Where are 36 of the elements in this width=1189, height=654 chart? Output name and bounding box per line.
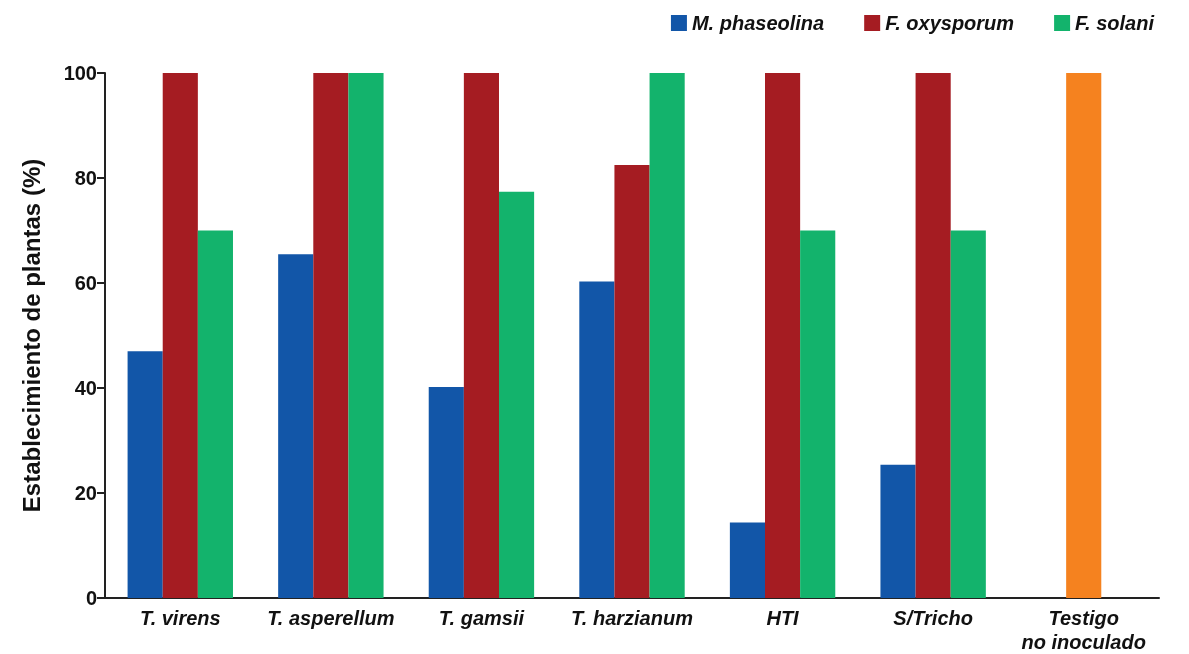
y-tick-label: 40 — [74, 377, 97, 399]
legend-label: M. phaseolina — [691, 12, 825, 34]
x-tick-label: HTI — [766, 607, 800, 629]
x-tick-label: Testigo no inoculado — [1021, 607, 1146, 653]
y-tick-label: 20 — [74, 482, 97, 504]
bar — [499, 191, 535, 598]
bar — [162, 73, 198, 598]
y-tick-label: 100 — [63, 62, 97, 84]
bar — [348, 73, 384, 598]
bar — [313, 73, 349, 598]
x-tick-label: T. gamsii — [438, 607, 525, 629]
bar — [1066, 73, 1102, 598]
bar — [278, 254, 314, 598]
legend-label: F. oxysporum — [885, 12, 1015, 34]
x-tick-label: T. virens — [139, 607, 221, 629]
bar — [649, 73, 685, 598]
x-tick-label: T. asperellum — [267, 607, 395, 629]
y-tick-label: 0 — [85, 587, 97, 609]
y-axis-title: Establecimiento de plantas (%) — [17, 158, 45, 513]
bar — [800, 230, 836, 598]
bar — [729, 522, 765, 598]
bar — [579, 281, 615, 598]
bar — [765, 73, 801, 598]
bar — [463, 73, 499, 598]
bar — [614, 164, 650, 598]
bar — [950, 230, 986, 598]
x-tick-label: T. harzianum — [571, 607, 693, 629]
y-tick-label: 60 — [74, 272, 97, 294]
y-tick-label: 80 — [74, 167, 97, 189]
bar — [880, 464, 916, 598]
legend-label: F. solani — [1075, 12, 1155, 34]
bar — [197, 230, 233, 598]
bar — [428, 386, 464, 598]
bar — [915, 73, 951, 598]
x-tick-label: S/Tricho — [893, 607, 973, 629]
bar — [127, 351, 163, 598]
